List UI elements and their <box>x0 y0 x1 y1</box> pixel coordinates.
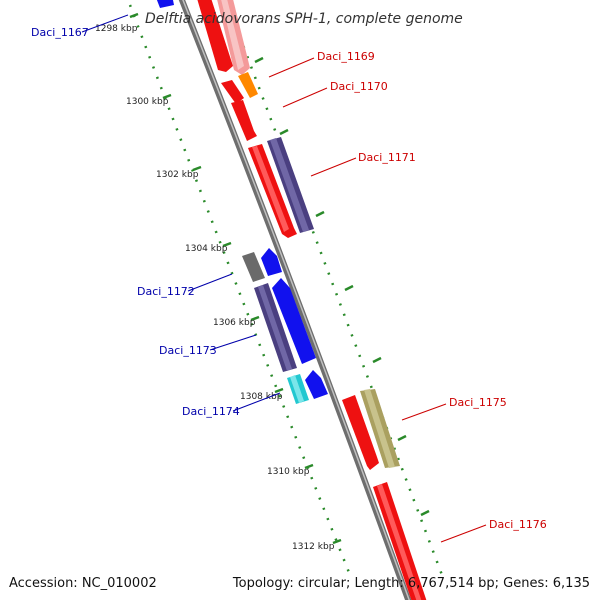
kbp-label: 1298 kbp <box>95 24 138 34</box>
topology-summary: Topology: circular; Length: 6,767,514 bp… <box>232 576 590 591</box>
kbp-label: 1312 kbp <box>292 542 335 552</box>
genome-backbone <box>178 0 412 600</box>
gene-label-daci-1176[interactable]: Daci_1176 <box>489 518 547 531</box>
gene-label-daci-1171[interactable]: Daci_1171 <box>358 151 416 164</box>
gene-feature[interactable] <box>221 80 244 104</box>
kbp-label: 1310 kbp <box>267 467 310 477</box>
gene-labels: Daci_1167 Daci_1169 Daci_1170 Daci_1171 … <box>31 26 547 531</box>
gene-label-daci-1167[interactable]: Daci_1167 <box>31 26 89 39</box>
gene-feature[interactable] <box>155 0 174 8</box>
kbp-label: 1306 kbp <box>213 318 256 328</box>
gene-feature[interactable] <box>305 370 328 399</box>
kbp-label: 1302 kbp <box>156 170 199 180</box>
callout-lines <box>81 14 487 543</box>
forward-genes <box>217 0 400 468</box>
gene-label-daci-1173[interactable]: Daci_1173 <box>159 344 217 357</box>
map-title: Delftia acidovorans SPH-1, complete geno… <box>145 11 463 27</box>
gene-feature[interactable] <box>238 72 258 98</box>
inner-genes <box>155 0 427 600</box>
gene-feature[interactable] <box>196 0 233 72</box>
gene-feature[interactable] <box>272 278 316 364</box>
gene-label-daci-1172[interactable]: Daci_1172 <box>137 285 195 298</box>
gene-feature[interactable] <box>231 100 257 141</box>
kbp-label: 1304 kbp <box>185 244 228 254</box>
gene-feature[interactable] <box>261 248 282 276</box>
scale-ticks <box>128 4 444 576</box>
scale-labels: 1298 kbp 1300 kbp 1302 kbp 1304 kbp 1306… <box>95 24 335 552</box>
gene-feature[interactable] <box>342 395 379 470</box>
gene-label-daci-1170[interactable]: Daci_1170 <box>330 80 388 93</box>
gene-feature[interactable] <box>242 252 265 282</box>
accession-text: Accession: NC_010002 <box>9 576 157 591</box>
kbp-label: 1308 kbp <box>240 392 283 402</box>
kbp-label: 1300 kbp <box>126 97 169 107</box>
gene-label-daci-1174[interactable]: Daci_1174 <box>182 405 240 418</box>
gene-label-daci-1175[interactable]: Daci_1175 <box>449 396 507 409</box>
gene-label-daci-1169[interactable]: Daci_1169 <box>317 50 375 63</box>
